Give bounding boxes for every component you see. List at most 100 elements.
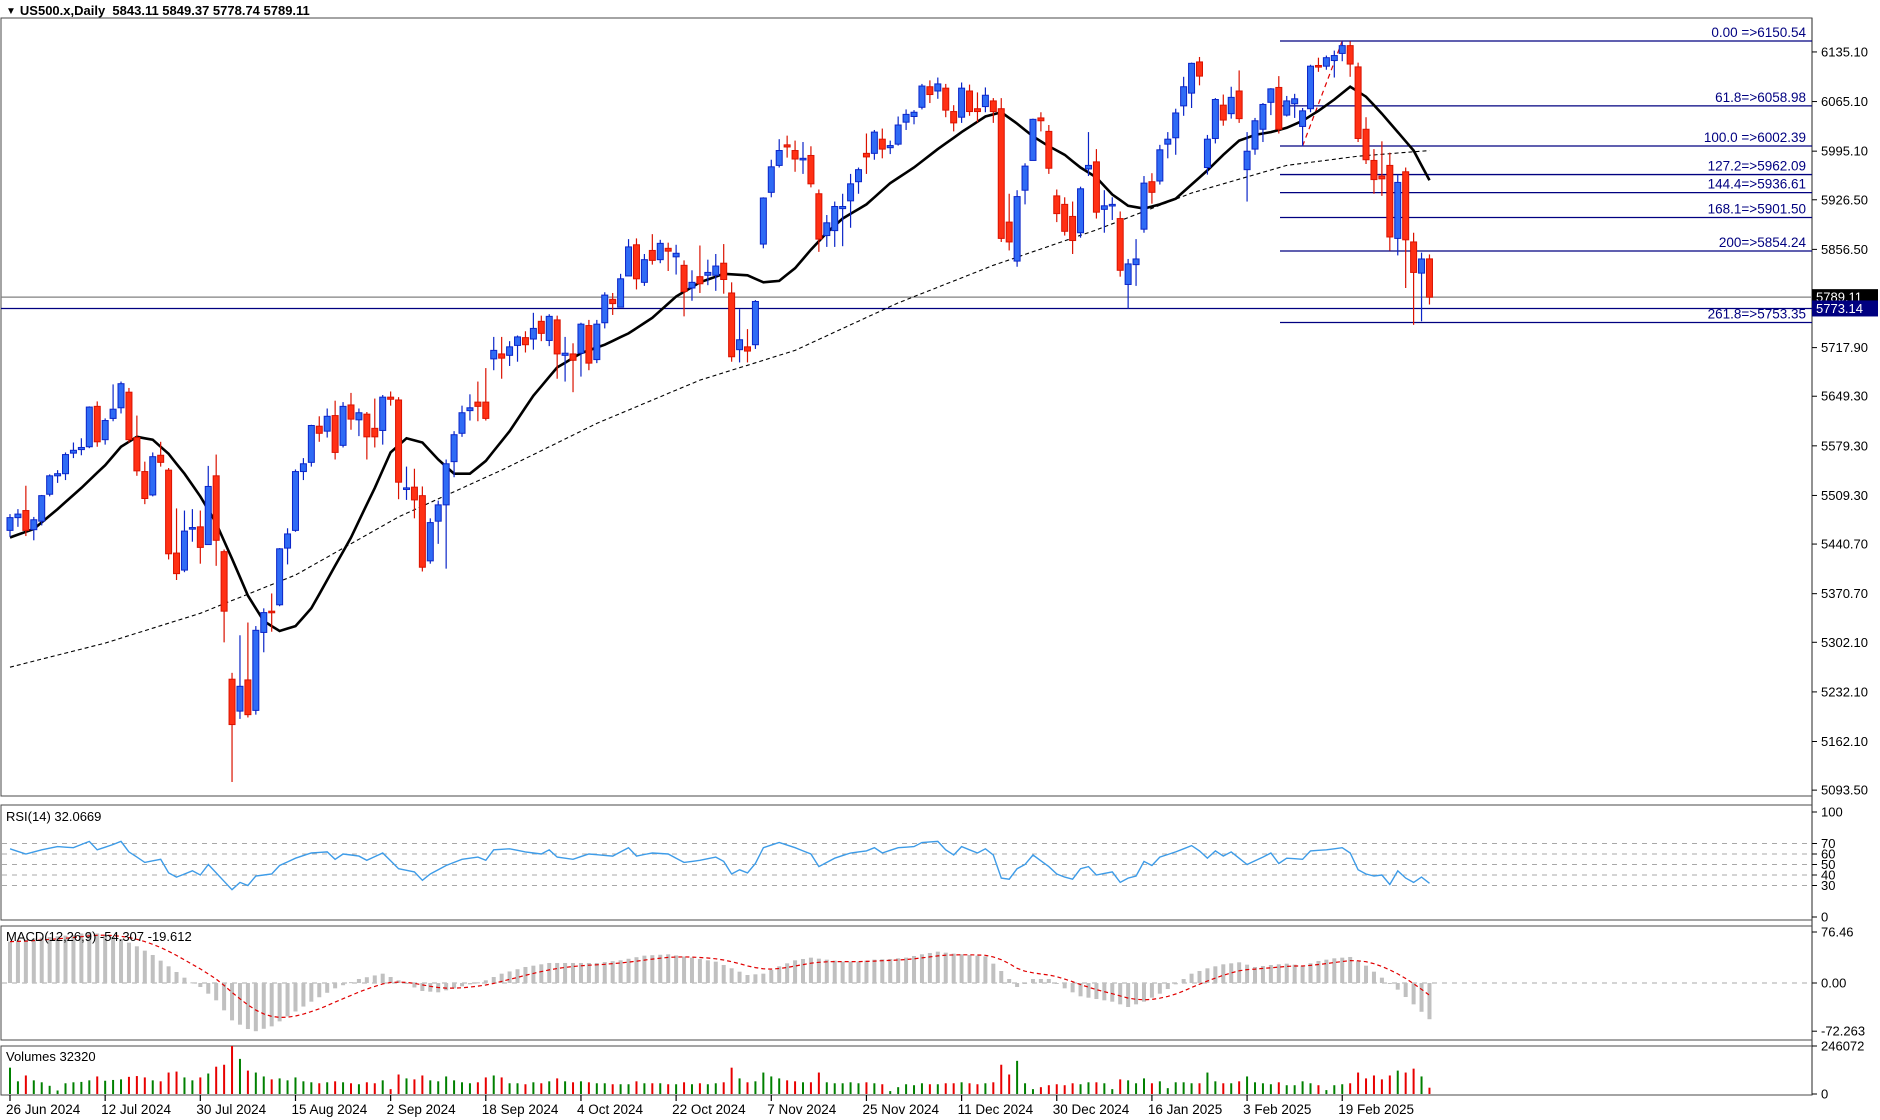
candle-body xyxy=(1084,164,1092,170)
candle-body xyxy=(736,339,744,351)
macd-bar xyxy=(999,970,1004,983)
macd-bar xyxy=(626,958,631,983)
candle-body xyxy=(165,469,173,555)
candle-body xyxy=(926,86,934,96)
macd-bar xyxy=(935,951,940,983)
candle-body xyxy=(656,242,664,261)
macd-bar xyxy=(1070,983,1075,993)
candle-body xyxy=(1402,171,1410,241)
macd-bar xyxy=(1165,983,1170,990)
candle-body xyxy=(1077,188,1085,234)
volume-bars xyxy=(9,1046,1431,1094)
macd-bar xyxy=(634,957,639,983)
macd-bar xyxy=(1118,983,1123,1005)
macd-bar xyxy=(253,983,258,1032)
macd-bar xyxy=(1062,983,1067,989)
main-panel[interactable] xyxy=(0,17,1813,797)
candle-body xyxy=(6,517,14,531)
symbol-dropdown-icon[interactable]: ▼ xyxy=(6,6,16,17)
price-axis-label: 5856.50 xyxy=(1821,242,1868,257)
rsi-line xyxy=(9,840,1430,891)
price-axis-label: 5440.70 xyxy=(1821,537,1868,552)
candle-body xyxy=(1069,215,1077,242)
candle-body xyxy=(93,405,101,443)
macd-bar xyxy=(515,969,520,983)
fib-level-label: 144.4=>5936.61 xyxy=(1708,177,1806,192)
macd-signal-line xyxy=(9,934,1430,1019)
macd-bar xyxy=(745,974,750,983)
macd-bar xyxy=(975,955,980,983)
macd-bar xyxy=(245,983,250,1030)
candle-body xyxy=(799,157,807,161)
candle-body xyxy=(299,463,307,473)
candle-body xyxy=(831,206,839,232)
macd-bar xyxy=(158,960,163,983)
macd-bar xyxy=(610,961,615,983)
macd-bar xyxy=(1411,983,1416,1005)
candles-series[interactable] xyxy=(6,41,1433,782)
macd-bar xyxy=(983,956,988,983)
candle-body xyxy=(966,90,974,113)
macd-bar xyxy=(1387,983,1392,984)
price-axis-label: 6135.10 xyxy=(1821,44,1868,59)
macd-bar xyxy=(832,960,837,983)
macd-bar xyxy=(880,959,885,983)
macd-bar xyxy=(134,946,139,983)
date-axis-label: 30 Jul 2024 xyxy=(196,1102,266,1117)
date-axis-label: 12 Jul 2024 xyxy=(101,1102,171,1117)
macd-bar xyxy=(967,954,972,983)
macd-bar xyxy=(951,953,956,983)
candle-body xyxy=(1108,203,1116,207)
macd-bar xyxy=(1316,960,1321,983)
macd-bar xyxy=(1292,964,1297,983)
candle-body xyxy=(371,427,379,438)
macd-bar xyxy=(95,933,100,983)
candle-body xyxy=(1219,104,1227,121)
macd-bar xyxy=(1332,958,1337,983)
macd-bar xyxy=(904,957,909,983)
macd-bar xyxy=(388,976,393,983)
macd-bar xyxy=(396,980,401,983)
candle-body xyxy=(1235,90,1243,120)
macd-bar xyxy=(1181,978,1186,983)
macd-bar xyxy=(79,933,84,983)
fib-level-label: 100.0 =>6002.39 xyxy=(1704,130,1806,145)
macd-bar xyxy=(214,983,219,1001)
candle-body xyxy=(1330,55,1338,62)
candle-body xyxy=(545,315,553,341)
candle-body xyxy=(1092,161,1100,213)
candle-body xyxy=(252,629,260,711)
candle-body xyxy=(276,548,284,606)
candle-body xyxy=(379,396,387,431)
candle-body xyxy=(244,679,252,716)
date-axis-label: 19 Feb 2025 xyxy=(1338,1102,1414,1117)
macd-bar xyxy=(1007,978,1012,983)
macd-bar xyxy=(539,964,544,983)
candle-body xyxy=(728,292,736,358)
rsi-scale-label: 50 xyxy=(1821,857,1835,872)
macd-bar xyxy=(1189,973,1194,983)
candle-body xyxy=(529,327,537,340)
macd-bar xyxy=(230,983,235,1021)
macd-bar xyxy=(404,983,409,984)
price-axis-label: 5649.30 xyxy=(1821,389,1868,404)
candle-body xyxy=(410,486,418,501)
candle-body xyxy=(1013,196,1021,262)
candle-body xyxy=(1061,203,1069,232)
candle-body xyxy=(157,454,165,463)
macd-bar xyxy=(563,962,568,983)
secondary-price-badge-bg xyxy=(1812,300,1878,317)
candle-body xyxy=(62,454,70,475)
macd-bar xyxy=(586,962,591,983)
candle-body xyxy=(188,527,196,530)
macd-bar xyxy=(1340,957,1345,983)
candle-body xyxy=(664,247,672,252)
candle-body xyxy=(212,475,220,541)
date-axis-label: 18 Sep 2024 xyxy=(482,1102,559,1117)
macd-bar xyxy=(713,961,718,983)
macd-bar xyxy=(777,966,782,983)
macd-bar xyxy=(761,973,766,983)
rsi-panel[interactable] xyxy=(0,804,1813,921)
candle-body xyxy=(1172,112,1180,139)
